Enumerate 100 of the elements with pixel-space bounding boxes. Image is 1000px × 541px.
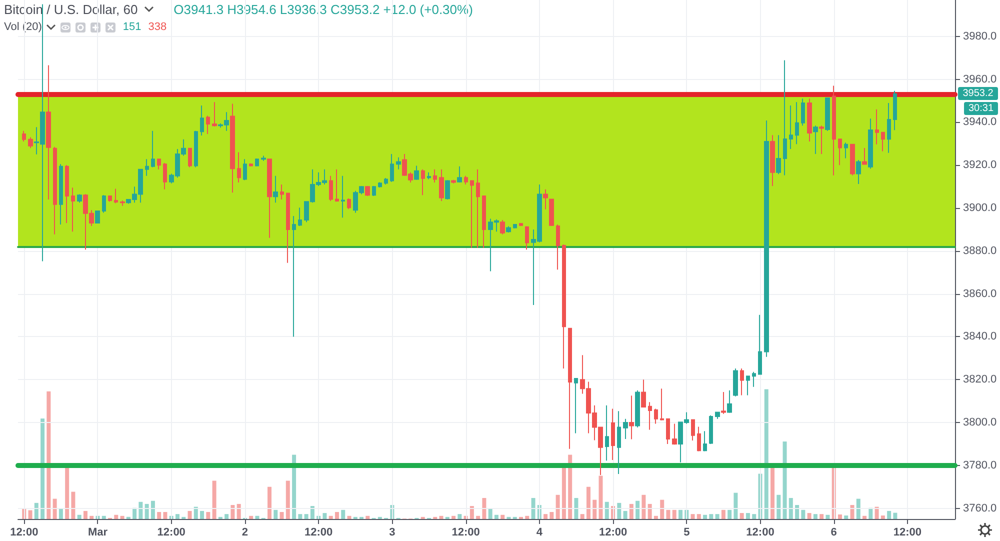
bar	[592, 500, 597, 519]
bar	[709, 514, 714, 519]
candlestick	[715, 412, 720, 420]
candlestick	[703, 430, 707, 452]
candlestick	[59, 164, 63, 226]
bar	[788, 498, 793, 519]
bar	[690, 514, 695, 519]
bar	[163, 512, 168, 519]
bar	[734, 492, 738, 519]
y-tick-label: 3960.0	[963, 73, 997, 86]
bar	[820, 514, 824, 519]
bar	[672, 510, 676, 519]
bar	[660, 500, 664, 519]
bar	[770, 468, 775, 519]
bar	[598, 476, 603, 519]
candlestick	[850, 144, 855, 176]
candlestick	[605, 404, 609, 462]
y-tick-label: 3920.0	[963, 159, 997, 172]
candlestick	[513, 224, 517, 229]
candlestick	[335, 168, 339, 202]
candlestick	[795, 102, 799, 145]
bar	[138, 502, 143, 519]
bar	[782, 442, 787, 519]
y-tick-label: 3780.0	[963, 459, 997, 472]
bar	[604, 502, 609, 519]
candlestick	[691, 419, 695, 442]
x-tick-label: 2	[242, 526, 248, 538]
candlestick	[519, 222, 523, 227]
candlestick	[255, 158, 259, 167]
bar	[740, 513, 744, 519]
candlestick	[414, 165, 419, 180]
bar	[286, 480, 290, 519]
candlestick	[157, 158, 161, 170]
candlestick	[789, 105, 793, 150]
candlestick	[421, 168, 425, 196]
candlestick	[635, 390, 640, 428]
bar	[102, 516, 106, 519]
bar	[746, 513, 750, 519]
bar	[341, 510, 346, 519]
candlestick	[562, 244, 566, 369]
candlestick	[623, 418, 628, 440]
bar	[580, 514, 584, 519]
candlestick	[120, 200, 125, 206]
candlestick	[65, 164, 69, 224]
bar	[544, 514, 548, 519]
y-tick-label: 3760.0	[963, 502, 997, 514]
bar	[850, 504, 854, 519]
candlestick	[114, 188, 118, 204]
candlestick	[746, 376, 750, 396]
bar	[752, 514, 756, 519]
candlestick	[151, 130, 155, 168]
candlestick	[95, 210, 100, 224]
bar	[83, 510, 88, 519]
bar	[476, 516, 480, 519]
bar	[887, 510, 892, 519]
bar	[838, 514, 842, 519]
bar	[236, 504, 241, 519]
candlestick	[464, 175, 468, 185]
candlestick	[249, 162, 253, 167]
candlestick	[500, 220, 505, 235]
candlestick	[445, 180, 450, 200]
bar	[458, 514, 462, 519]
candlestick	[819, 125, 824, 154]
candlestick	[102, 194, 106, 214]
bar	[893, 512, 898, 519]
bar	[880, 515, 885, 519]
candlestick	[727, 390, 732, 414]
candlestick	[396, 156, 401, 170]
bar	[654, 516, 658, 519]
candlestick	[543, 188, 548, 210]
bar	[636, 500, 640, 519]
candlestick	[145, 158, 149, 176]
bar	[525, 516, 530, 519]
candlestick	[347, 198, 351, 210]
bar	[144, 504, 149, 519]
candlestick	[53, 146, 57, 235]
candlestick	[697, 426, 701, 452]
x-tick-label: 12:00	[893, 526, 922, 538]
bar	[703, 514, 708, 519]
bar	[194, 506, 198, 519]
x-tick-label: 12:00	[304, 526, 333, 538]
candlestick	[813, 125, 818, 154]
candlestick	[654, 408, 658, 424]
y-tick-label: 3940.0	[963, 116, 997, 128]
y-tick-label: 3800.0	[963, 416, 997, 428]
y-tick-label: 3820.0	[963, 374, 997, 386]
candlestick	[611, 408, 615, 461]
candlestick	[783, 60, 787, 176]
bar	[721, 510, 726, 519]
x-tick-label: 12:00	[452, 526, 480, 538]
x-tick-label: 12:00	[598, 526, 628, 538]
candlestick	[893, 90, 897, 131]
bar	[224, 514, 229, 519]
bar	[452, 516, 456, 519]
bar	[568, 454, 572, 519]
bar	[322, 513, 327, 519]
candlestick	[844, 142, 848, 159]
candlestick	[838, 138, 842, 166]
annotation: 338	[148, 21, 167, 33]
candlestick	[28, 136, 33, 148]
